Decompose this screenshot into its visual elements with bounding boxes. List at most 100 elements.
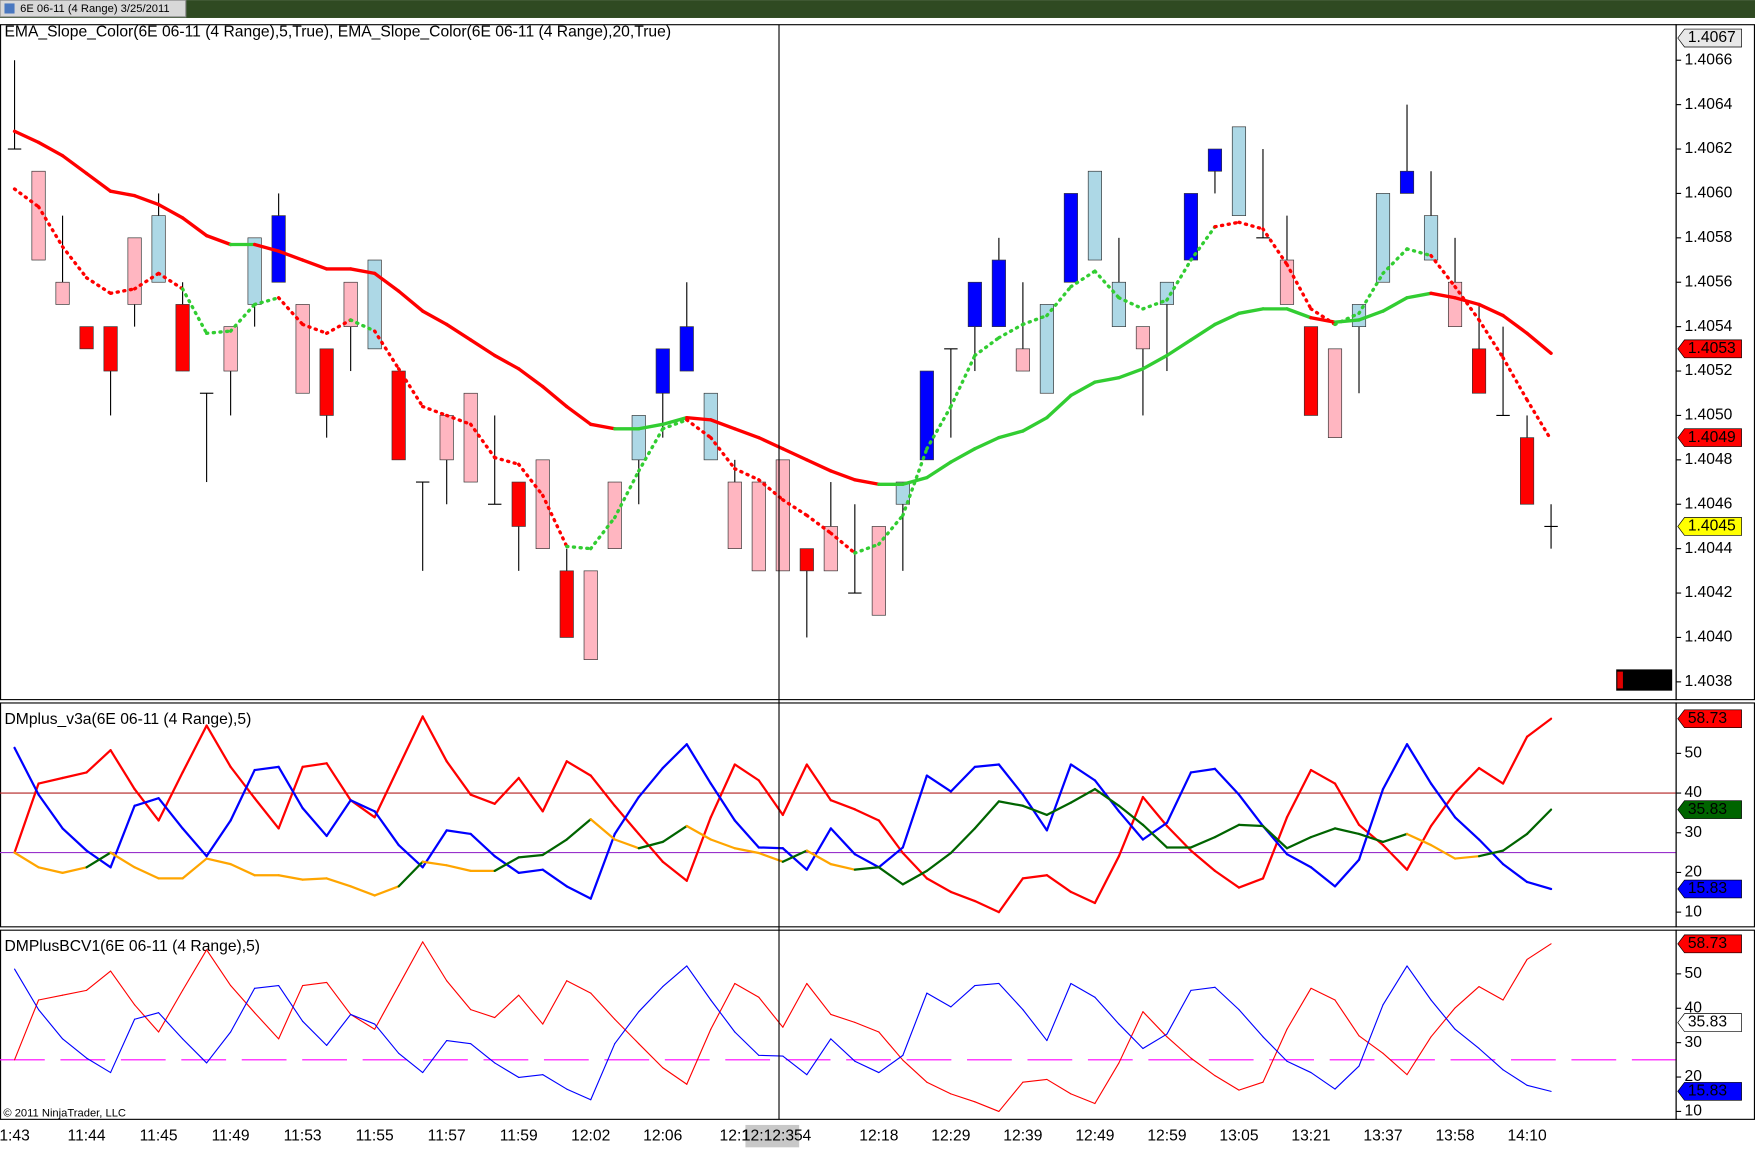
line-segment [1021, 874, 1049, 880]
price-marker [1677, 28, 1742, 48]
line-segment [373, 885, 400, 897]
line-segment [470, 1043, 496, 1064]
line-segment [926, 1081, 952, 1095]
candle-body [319, 348, 334, 416]
candle-body [343, 281, 358, 327]
line-segment [13, 746, 40, 796]
candle-body [391, 370, 406, 461]
line-segment [1333, 318, 1361, 324]
y-tick-label: 1.4054 [1684, 318, 1732, 335]
line-segment [973, 763, 1001, 768]
line-segment [1309, 316, 1337, 324]
y-tick-label: 20 [1684, 1068, 1702, 1085]
line-segment [661, 418, 689, 431]
y-tick-label: 1.4050 [1684, 407, 1732, 424]
x-tick-label: 11:55 [356, 1127, 394, 1144]
line-segment [1309, 768, 1337, 785]
line-segment [901, 475, 929, 486]
candle-body [1039, 304, 1054, 394]
line-segment [518, 994, 544, 1025]
candle-body [967, 281, 982, 327]
price-marker [1677, 339, 1742, 359]
line-segment [1214, 1075, 1240, 1091]
line-segment [637, 422, 665, 431]
line-segment [1286, 1060, 1312, 1074]
line-segment [733, 763, 760, 782]
line-segment [1213, 767, 1241, 796]
line-segment [1285, 307, 1313, 320]
price-marker-label: 35.83 [1688, 1014, 1727, 1031]
y-tick-label: 1.4052 [1684, 362, 1732, 379]
line-segment [1021, 415, 1049, 433]
line-segment [421, 404, 449, 418]
line-segment [1213, 869, 1241, 889]
line-segment [1357, 271, 1385, 315]
line-segment [205, 857, 232, 866]
line-segment [421, 860, 448, 867]
line-segment [398, 1052, 424, 1074]
line-segment [1261, 227, 1289, 267]
x-tick-label: 12:49 [1075, 1127, 1114, 1144]
line-segment [1406, 1036, 1432, 1076]
line-segment [1141, 353, 1169, 371]
line-segment [446, 980, 472, 1011]
line-segment [133, 866, 160, 880]
line-segment [829, 862, 856, 871]
y-tick-label: 1.4038 [1684, 673, 1732, 690]
line-segment [326, 1013, 352, 1046]
line-segment [1261, 816, 1289, 880]
x-tick-label: 11:53 [284, 1127, 322, 1144]
x-tick-label: 11:44 [68, 1127, 106, 1144]
line-segment [614, 1011, 640, 1045]
line-segment [974, 982, 1000, 987]
y-tick-label: 1.4040 [1684, 629, 1732, 646]
line-segment [493, 455, 521, 466]
line-segment [541, 384, 569, 409]
line-segment [997, 429, 1025, 440]
line-segment [541, 760, 568, 813]
line-segment [829, 827, 856, 856]
line-segment [62, 1038, 88, 1059]
line-segment [565, 885, 592, 900]
x-tick-label: 1:43 [0, 1127, 30, 1144]
crosshair-label: 12:12:35 [742, 1127, 803, 1144]
candle-body [247, 237, 262, 305]
line-segment [878, 1054, 904, 1074]
line-segment [1525, 808, 1553, 836]
x-tick-label: 11:57 [428, 1127, 466, 1144]
line-segment [1358, 1035, 1384, 1054]
line-segment [1453, 296, 1481, 307]
line-segment [181, 827, 208, 858]
line-segment [302, 1020, 328, 1046]
line-segment [61, 827, 88, 852]
line-segment [541, 493, 569, 549]
line-segment [1502, 1069, 1528, 1086]
line-segment [445, 760, 472, 796]
line-segment [422, 941, 448, 982]
line-segment [1429, 791, 1457, 828]
line-segment [1093, 787, 1121, 807]
line-segment [997, 322, 1025, 340]
line-segment [1333, 858, 1361, 888]
line-segment [397, 860, 424, 888]
line-segment [877, 513, 905, 546]
line-segment [998, 1081, 1024, 1112]
line-segment [637, 840, 664, 850]
line-segment [1189, 225, 1217, 262]
line-segment [1117, 810, 1145, 841]
line-segment [1166, 1036, 1192, 1059]
line-segment [1381, 296, 1409, 313]
price-marker [1677, 800, 1742, 819]
line-segment [349, 885, 376, 897]
panel-title: DMPlusBCV1(6E 06-11 (4 Range),5) [4, 938, 260, 955]
line-segment [1310, 1072, 1336, 1090]
line-segment [108, 189, 137, 198]
candle-body [103, 326, 118, 372]
line-segment [1357, 832, 1385, 844]
line-segment [1429, 291, 1457, 300]
line-segment [901, 447, 929, 518]
window-tab[interactable] [0, 0, 187, 18]
x-tick-label: 11:59 [500, 1127, 538, 1144]
line-segment [1045, 763, 1073, 832]
line-segment [709, 763, 736, 819]
